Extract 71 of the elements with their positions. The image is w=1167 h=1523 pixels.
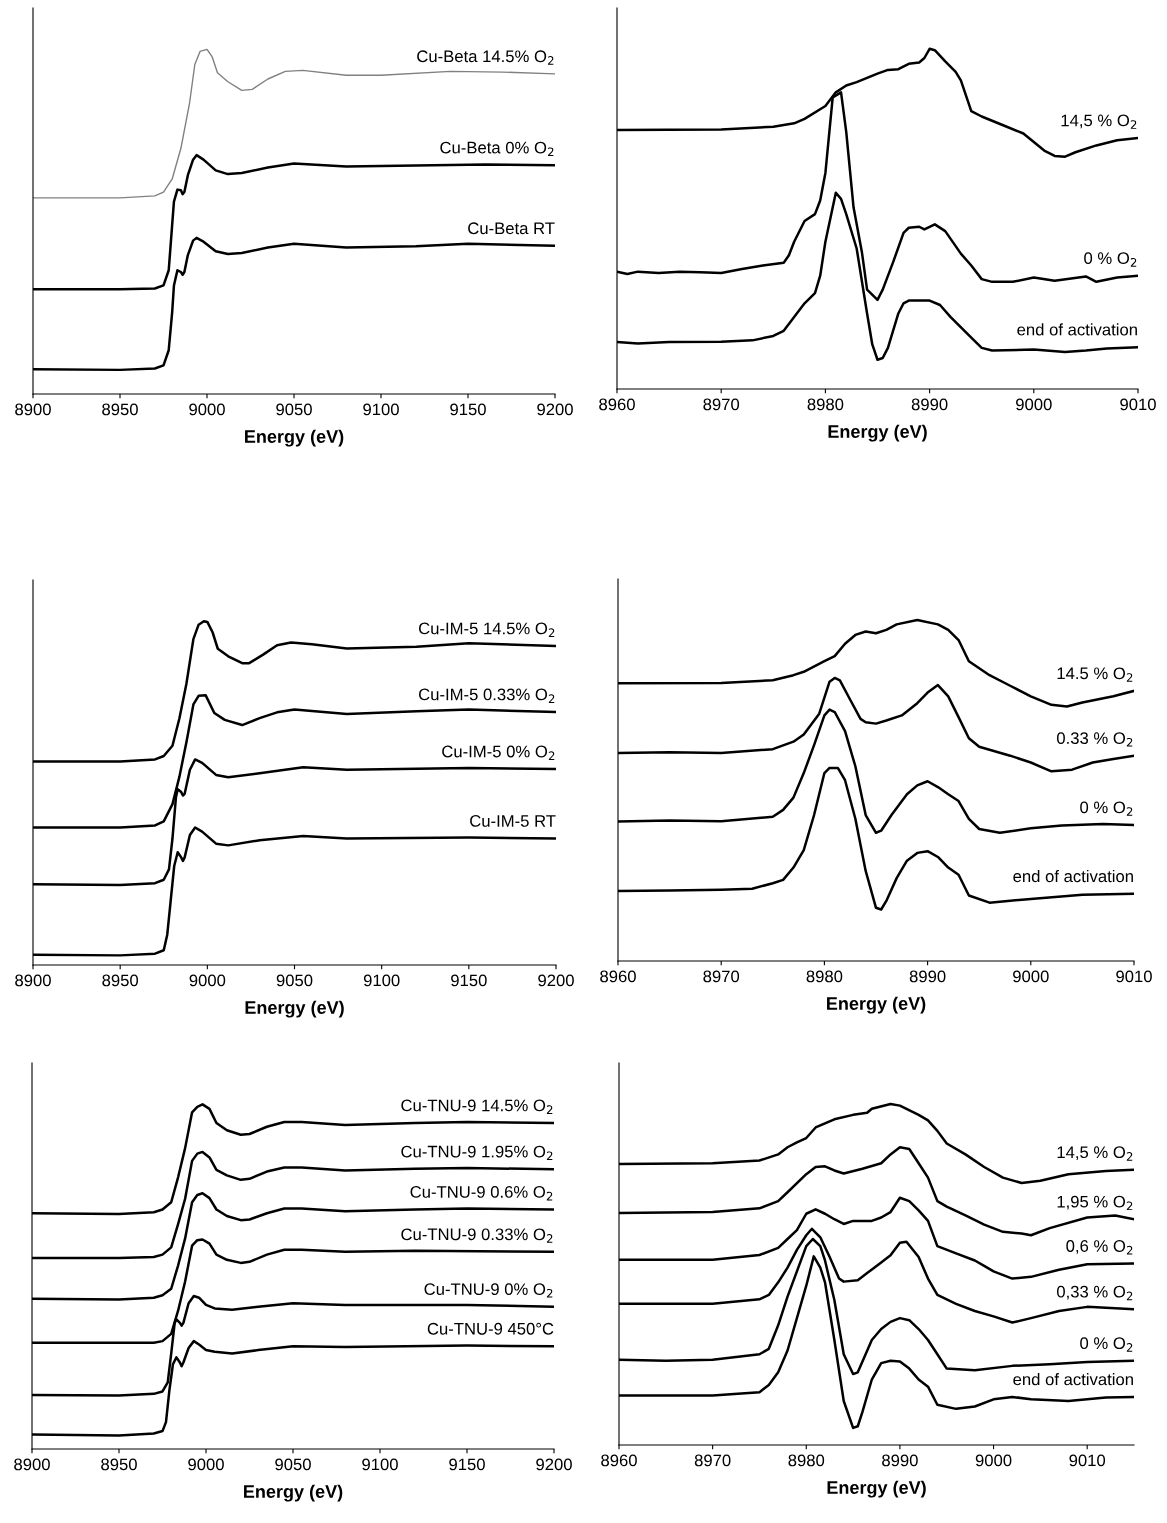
- x-tick-label: 8980: [788, 1454, 825, 1467]
- x-tick-label: 9200: [538, 974, 574, 987]
- series-label: end of activation: [1013, 1373, 1133, 1386]
- x-tick-label: 8960: [600, 970, 636, 983]
- x-tick-label: 9000: [1013, 970, 1049, 983]
- x-axis-title: Energy (eV): [827, 996, 926, 1014]
- series-label: Cu-TNU-9 14.5% O$_{2}$: [401, 1099, 553, 1114]
- x-tick-label: 8900: [15, 974, 51, 987]
- series-label: 0 % O$_{2}$: [1080, 801, 1133, 816]
- x-tick-label: 8950: [102, 974, 139, 987]
- x-axis-title: Energy (eV): [828, 424, 927, 442]
- series-label: 0,6 % O$_{2}$: [1066, 1240, 1133, 1255]
- x-tick-label: 8990: [911, 398, 948, 411]
- series-label: end of activation: [1017, 323, 1137, 336]
- series-label: Cu-Beta RT: [468, 222, 555, 235]
- series-label: 14,5 % O$_{2}$: [1057, 1146, 1133, 1161]
- x-axis-title: Energy (eV): [245, 1000, 344, 1018]
- series-label: 14.5 % O$_{2}$: [1057, 667, 1133, 682]
- series-label: Cu-IM-5 14.5% O$_{2}$: [419, 622, 555, 637]
- series-label: 0 % O$_{2}$: [1080, 1337, 1133, 1352]
- x-tick-label: 8990: [882, 1454, 918, 1467]
- series-label: Cu-IM-5 0.33% O$_{2}$: [419, 688, 555, 703]
- x-tick-label: 9150: [450, 403, 486, 416]
- series-label: Cu-IM-5 0% O$_{2}$: [442, 745, 555, 760]
- x-tick-label: 9010: [1116, 970, 1152, 983]
- series-label: Cu-TNU-9 0% O$_{2}$: [424, 1283, 553, 1298]
- series-label: Cu-TNU-9 0.6% O$_{2}$: [410, 1186, 553, 1201]
- x-tick-label: 9200: [536, 1458, 572, 1471]
- series-label: 1,95 % O$_{2}$: [1057, 1195, 1133, 1211]
- x-axis-title: Energy (eV): [827, 1480, 926, 1498]
- x-tick-label: 9100: [363, 403, 399, 416]
- x-axis-title: Energy (eV): [245, 429, 344, 447]
- series-label: 0.33 % O$_{2}$: [1056, 732, 1133, 747]
- series-label: Cu-TNU-9 0.33% O$_{2}$: [401, 1228, 553, 1243]
- x-tick-label: 8980: [806, 970, 843, 983]
- series-label: Cu-Beta 0% O$_{2}$: [440, 141, 554, 157]
- x-tick-label: 8980: [807, 398, 844, 411]
- x-tick-label: 9000: [189, 403, 225, 416]
- x-tick-label: 9010: [1069, 1454, 1106, 1467]
- series-label: Cu-Beta 14.5% O$_{2}$: [417, 50, 554, 65]
- x-tick-label: 8900: [15, 403, 51, 416]
- x-tick-label: 8970: [703, 970, 740, 983]
- x-tick-label: 9010: [1120, 398, 1156, 411]
- x-tick-label: 9150: [451, 974, 487, 987]
- series-label: 0,33 % O$_{2}$: [1056, 1285, 1133, 1301]
- x-tick-label: 9100: [362, 1458, 398, 1471]
- x-tick-label: 9200: [537, 403, 573, 416]
- x-tick-label: 8960: [601, 1454, 637, 1467]
- x-axis-title: Energy (eV): [244, 1484, 343, 1502]
- x-tick-label: 8960: [599, 398, 635, 411]
- series-label: Cu-TNU-9 1.95% O$_{2}$: [401, 1145, 553, 1161]
- x-tick-label: 9050: [276, 974, 313, 987]
- x-tick-label: 9050: [276, 403, 312, 416]
- series-label: Cu-TNU-9 450°C: [427, 1322, 554, 1335]
- x-tick-label: 8970: [694, 1454, 731, 1467]
- x-tick-label: 9000: [975, 1454, 1012, 1467]
- x-tick-label: 8950: [101, 1458, 137, 1471]
- x-tick-label: 9100: [363, 974, 400, 987]
- x-tick-label: 9000: [189, 974, 226, 987]
- x-tick-label: 9050: [275, 1458, 311, 1471]
- x-tick-label: 8900: [14, 1458, 50, 1471]
- x-tick-label: 8970: [703, 398, 740, 411]
- x-tick-label: 8990: [909, 970, 946, 983]
- series-label: end of activation: [1013, 869, 1133, 883]
- series-label: 14,5 % O$_{2}$: [1061, 114, 1137, 129]
- x-tick-label: 9150: [449, 1458, 485, 1471]
- x-tick-label: 8950: [102, 403, 138, 416]
- x-tick-label: 9000: [1016, 398, 1052, 411]
- series-label: Cu-IM-5 RT: [470, 815, 556, 827]
- series-label: 0 % O$_{2}$: [1084, 252, 1137, 267]
- x-tick-label: 9000: [188, 1458, 224, 1471]
